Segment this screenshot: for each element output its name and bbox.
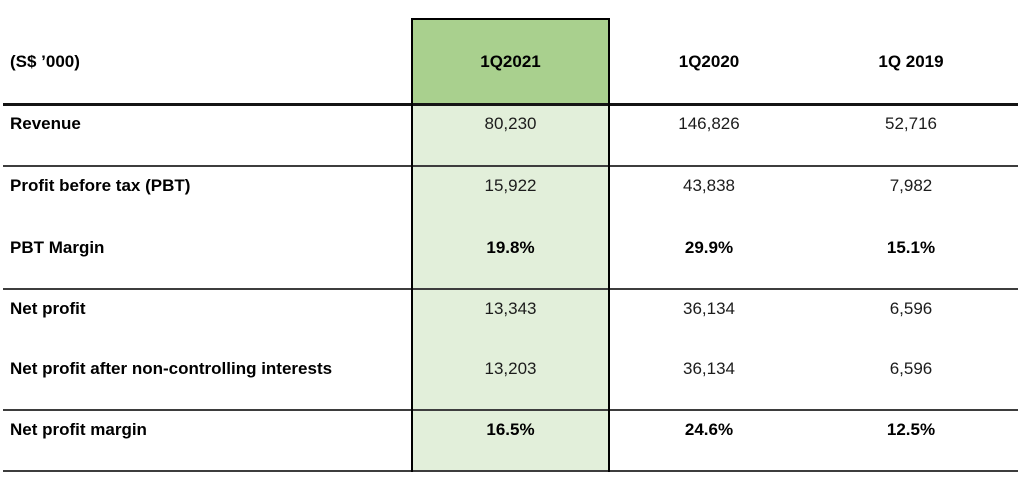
row-label: Profit before tax (PBT) — [10, 176, 191, 195]
cell-1q2021: 16.5% — [486, 420, 535, 439]
table-header-row: (S$ ’000) 1Q2021 1Q2020 1Q 2019 — [0, 19, 1022, 105]
units-label: (S$ ’000) — [10, 52, 80, 71]
row-label: Net profit margin — [10, 420, 147, 439]
cell-1q2020: 36,134 — [683, 359, 735, 378]
column-header-1q2021: 1Q2021 — [480, 52, 541, 71]
column-header-1q2019: 1Q 2019 — [878, 52, 944, 71]
row-label: Net profit — [10, 299, 86, 318]
column-header-1q2020: 1Q2020 — [678, 52, 740, 71]
cell-1q2019: 12.5% — [886, 420, 936, 439]
table-row-pbt: Profit before tax (PBT) 15,922 43,838 7,… — [0, 167, 1022, 229]
row-label: Net profit after non-controlling interes… — [10, 359, 333, 378]
cell-1q2021: 80,230 — [484, 114, 537, 133]
highlight-column-right-border — [608, 19, 610, 472]
cell-1q2020: 43,838 — [683, 176, 735, 195]
table-row-net-profit: Net profit 13,343 36,134 6,596 — [0, 290, 1022, 350]
divider-after-pbt-margin — [3, 288, 1018, 290]
cell-1q2019: 15.1% — [886, 238, 936, 257]
cell-1q2019: 52,716 — [885, 114, 937, 133]
table-row-net-profit-after-nci: Net profit after non-controlling interes… — [0, 350, 1022, 409]
table-row-pbt-margin: PBT Margin 19.8% 29.9% 15.1% — [0, 229, 1022, 288]
cell-1q2021: 15,922 — [484, 176, 537, 195]
cell-1q2021: 13,203 — [484, 359, 537, 378]
divider-after-nci — [3, 409, 1018, 411]
table-bottom-line — [3, 470, 1018, 472]
divider-after-revenue — [3, 165, 1018, 167]
table-row-revenue: Revenue 80,230 146,826 52,716 — [0, 105, 1022, 167]
row-label: PBT Margin — [10, 238, 105, 257]
cell-1q2020: 36,134 — [683, 299, 735, 318]
table-row-net-profit-margin: Net profit margin 16.5% 24.6% 12.5% — [0, 411, 1022, 470]
header-divider-line — [3, 103, 1018, 106]
cell-1q2019: 6,596 — [889, 299, 933, 318]
cell-1q2021: 19.8% — [486, 238, 535, 257]
cell-1q2020: 146,826 — [678, 114, 740, 133]
row-label: Revenue — [10, 114, 81, 133]
cell-1q2020: 29.9% — [684, 238, 734, 257]
cell-1q2020: 24.6% — [684, 420, 734, 439]
highlight-column-top-border — [411, 18, 610, 20]
highlight-column-header-background — [411, 19, 610, 105]
cell-1q2019: 6,596 — [889, 359, 933, 378]
cell-1q2021: 13,343 — [484, 299, 537, 318]
cell-1q2019: 7,982 — [889, 176, 933, 195]
highlight-column-left-border — [411, 19, 413, 472]
